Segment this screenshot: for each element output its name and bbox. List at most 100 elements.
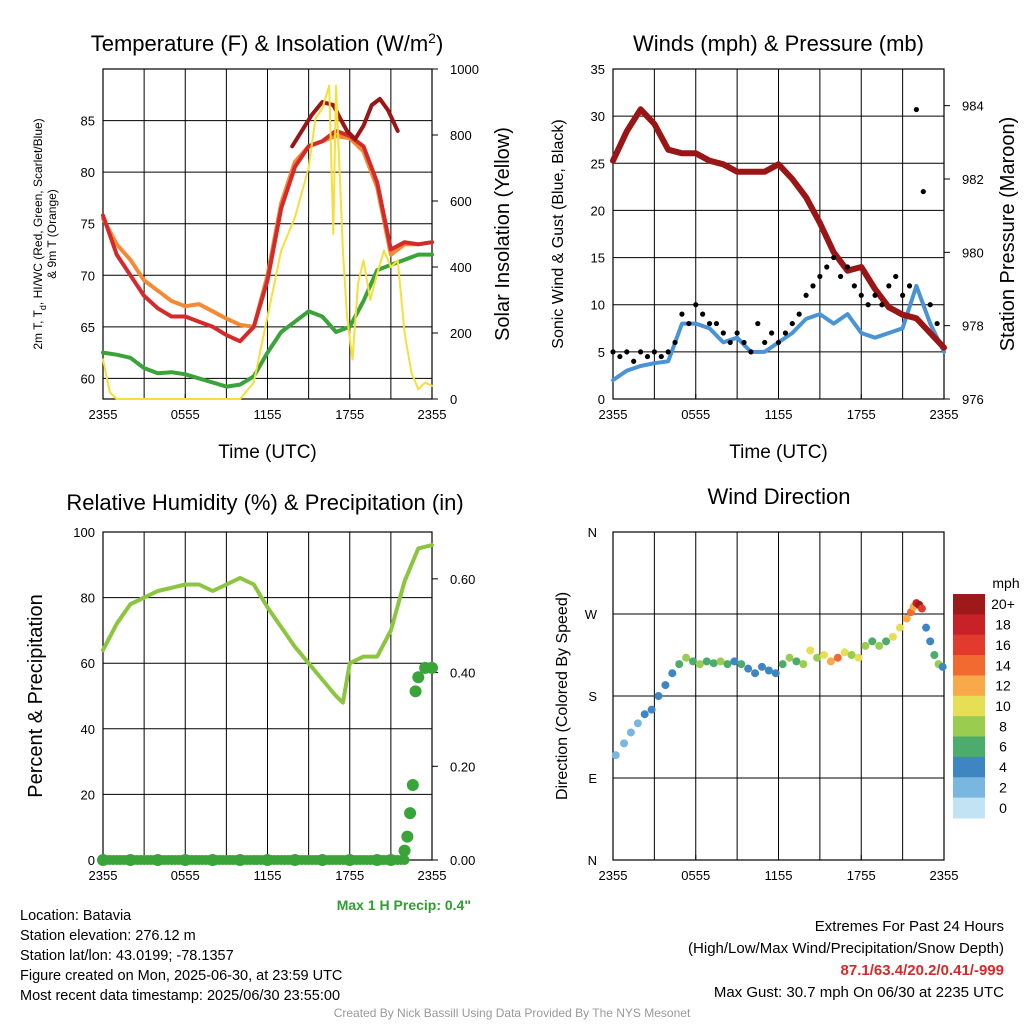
direction-legend-label: 4	[999, 759, 1007, 775]
winds-x-tick-label: 0555	[681, 407, 710, 422]
temperature-y2-tick-label: 200	[450, 326, 472, 341]
humidity-y-tick-label: 20	[81, 787, 95, 802]
winds-point	[927, 302, 933, 308]
humidity-title: Relative Humidity (%) & Precipitation (i…	[66, 490, 463, 515]
recent-data-text: Most recent data timestamp: 2025/06/30 2…	[20, 988, 341, 1004]
winds-point	[851, 283, 857, 289]
winds-point	[810, 283, 816, 289]
direction-point	[611, 751, 620, 760]
direction-point	[751, 669, 760, 678]
winds-point	[713, 320, 720, 327]
winds-point	[624, 349, 630, 355]
direction-point	[868, 637, 877, 646]
temperature-series-line	[102, 84, 433, 400]
direction-legend-label: 12	[995, 678, 1011, 694]
winds-point	[782, 330, 788, 336]
temperature-frame	[102, 68, 433, 400]
station-info: Location: Batavia Station elevation: 276…	[20, 906, 342, 1006]
winds-y2-tick-label: 980	[962, 245, 984, 260]
winds-point	[920, 188, 926, 195]
winds-point	[796, 311, 802, 317]
temperature-x-tick-label: 1755	[335, 407, 364, 422]
temperature-ylabel-left: 2m T, Td, HI/WC (Red, Green, Scarlet/Blu…	[31, 118, 48, 349]
winds-point	[672, 339, 678, 346]
winds-point	[886, 283, 892, 289]
direction-point	[778, 660, 787, 669]
winds-point	[837, 273, 844, 280]
winds-point	[789, 320, 795, 327]
direction-point	[792, 657, 801, 666]
humidity-y-tick-label: 60	[81, 656, 95, 671]
humidity-point	[124, 854, 137, 866]
direction-legend-label: 16	[995, 637, 1011, 653]
latlon-text: Station lat/lon: 43.0199; -78.1357	[20, 948, 234, 964]
winds-point	[700, 311, 706, 317]
direction-point	[702, 657, 711, 666]
winds-point	[934, 320, 940, 327]
ylabel-part: , HI/WC (Red, Green, Scarlet/Blue)	[31, 118, 45, 305]
winds-point	[865, 302, 871, 308]
direction-point	[633, 719, 642, 728]
direction-point	[757, 662, 766, 671]
temperature-x-tick-label: 1155	[254, 407, 282, 422]
direction-ylabel-left: Direction (Colored By Speed)	[554, 592, 571, 800]
direction-point	[647, 705, 656, 714]
winds-y2-tick-label: 978	[962, 319, 984, 334]
humidity-point	[97, 854, 109, 866]
temperature-x-tick-label: 0555	[171, 407, 200, 422]
winds-x-tick-label: 2355	[930, 407, 959, 422]
direction-point	[688, 657, 697, 666]
created-text: Figure created on Mon, 2025-06-30, at 23…	[20, 968, 343, 984]
direction-point	[620, 739, 629, 748]
humidity-point	[398, 844, 411, 857]
direction-point	[654, 692, 663, 700]
direction-y-tick-label: E	[588, 771, 597, 786]
direction-point	[926, 637, 935, 646]
direction-point	[682, 653, 691, 662]
winds-point	[727, 339, 733, 346]
direction-x-tick-label: 0555	[681, 868, 710, 883]
temperature-xlabel: Time (UTC)	[218, 442, 317, 463]
temperature-y2-tick-label: 0	[450, 392, 457, 407]
temperature-series-line	[290, 96, 400, 149]
humidity-x-tick-label: 2355	[89, 868, 118, 883]
direction-legend-title: mph	[992, 575, 1019, 591]
temperature-title: Temperature (F) & Insolation (W/m2)	[91, 30, 444, 56]
temperature-y2-tick-label: 1000	[450, 62, 479, 77]
winds-point	[651, 349, 657, 355]
direction-point	[813, 653, 822, 662]
direction-point	[930, 651, 939, 659]
temperature-y-tick-label: 80	[81, 165, 95, 180]
direction-point	[723, 660, 732, 669]
winds-point	[879, 302, 885, 308]
direction-point	[695, 660, 704, 669]
humidity-precip-point	[399, 855, 410, 865]
direction-point	[902, 614, 911, 623]
winds-point	[734, 330, 740, 336]
direction-legend-label: 18	[995, 617, 1011, 633]
temperature-series-line	[101, 128, 434, 344]
direction-legend: mph 20+ 18 16 14 12 10 8 6 4 2 0	[953, 575, 1020, 819]
winds-y2-tick-label: 976	[962, 392, 984, 407]
humidity-x-tick-label: 0555	[171, 868, 200, 883]
temperature-y2-tick-label: 800	[450, 128, 472, 143]
title-superscript: 2	[428, 30, 436, 46]
direction-legend-label: 2	[999, 779, 1007, 795]
direction-y-tick-label: W	[585, 607, 598, 622]
direction-legend-label: 8	[999, 718, 1007, 734]
direction-title: Wind Direction	[707, 484, 850, 509]
extremes-title: Extremes For Past 24 Hours	[814, 918, 1004, 935]
direction-point	[785, 653, 794, 662]
direction-point	[895, 623, 904, 632]
winds-point	[817, 273, 823, 280]
direction-x-tick-label: 2355	[930, 868, 959, 883]
humidity-point	[288, 854, 301, 866]
winds-point	[844, 264, 851, 270]
direction-legend-swatch	[953, 634, 985, 656]
humidity-y-tick-label: 0	[88, 853, 95, 868]
winds-y-tick-label: 0	[598, 392, 605, 407]
winds-x-tick-label: 2355	[599, 407, 628, 422]
winds-point	[617, 353, 623, 360]
